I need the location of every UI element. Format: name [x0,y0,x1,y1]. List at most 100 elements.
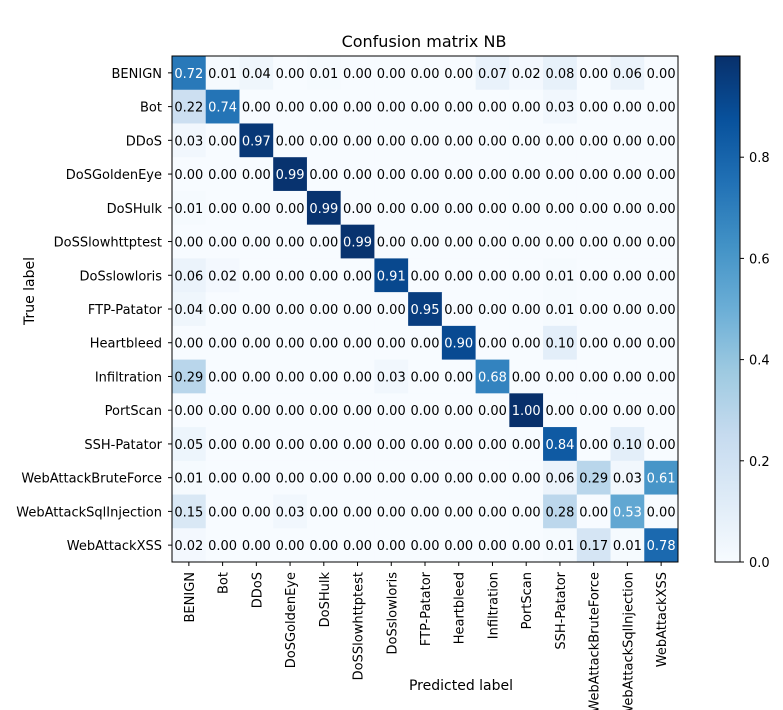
cell-value-label: 0.06 [545,472,574,487]
heatmap-cell [543,89,578,124]
heatmap-cell [340,325,375,361]
cell-value-label: 0.00 [613,269,642,284]
heatmap-cell [374,427,409,462]
cell-value-label: 0.90 [444,337,473,352]
cell-value-label: 0.00 [512,134,541,149]
cell-value-label: 0.00 [647,438,676,453]
heatmap-cell [441,427,477,462]
cell-value-label: 0.00 [208,438,237,453]
cell-value-label: 0.00 [579,370,608,385]
cell-value-label: 0.00 [276,370,305,385]
heatmap-cell [644,494,679,529]
cell-value-label: 0.00 [647,269,676,284]
heatmap-cell [441,460,477,496]
cell-value-label: 0.00 [647,67,676,82]
cell-value-label: 0.00 [242,269,271,284]
cell-value-label: 0.03 [276,505,305,520]
y-tick-label: PortScan [105,404,162,419]
heatmap-cell [408,56,443,91]
cell-value-label: 0.00 [242,404,271,419]
heatmap-cell [610,460,645,496]
cell-value-label: 0.00 [309,269,338,284]
cell-value-label: 0.00 [478,168,507,183]
cell-value-label: 0.00 [309,472,338,487]
cell-value-label: 0.00 [208,404,237,419]
heatmap-cell [610,494,645,529]
x-tick-label: DoSHulk [318,572,333,628]
cell-value-label: 0.00 [377,303,406,318]
cell-value-label: 0.00 [613,370,642,385]
cell-value-label: 0.00 [208,202,237,217]
cell-value-label: 0.00 [377,472,406,487]
heatmap-cell [576,123,612,158]
heatmap-cell [306,460,342,496]
heatmap-cell [509,292,544,327]
heatmap-cell [509,89,544,124]
cell-value-label: 0.68 [478,370,507,385]
cell-value-label: 0.00 [478,236,507,251]
cell-value-label: 0.00 [512,202,541,217]
heatmap-cell [408,427,443,462]
cell-value-label: 0.00 [444,236,473,251]
heatmap-cell [273,460,308,496]
cell-value-label: 0.00 [242,202,271,217]
cell-value-label: 0.00 [276,303,305,318]
cell-value-label: 0.00 [512,472,541,487]
cell-value-label: 0.72 [174,67,203,82]
heatmap-cell [475,56,510,91]
heatmap-cell [273,89,308,124]
cell-value-label: 0.00 [411,472,440,487]
cell-value-label: 0.00 [174,404,203,419]
heatmap-cell [441,393,477,428]
cell-value-label: 0.00 [545,134,574,149]
cell-value-label: 0.03 [174,134,203,149]
heatmap-cell [475,460,510,496]
heatmap-cell [441,56,477,91]
cell-value-label: 0.00 [478,472,507,487]
cell-value-label: 0.00 [377,539,406,554]
heatmap-cell [644,56,679,91]
cell-value-label: 0.00 [647,303,676,318]
heatmap-cell [610,359,645,394]
heatmap-cell [475,528,510,563]
heatmap-cell [172,224,207,259]
colorbar-tick-label: 0.2 [749,455,770,470]
cell-value-label: 0.00 [579,236,608,251]
heatmap-cell [408,258,443,293]
cell-value-label: 0.00 [377,505,406,520]
heatmap-cell [273,56,308,91]
heatmap-cell [340,224,375,259]
heatmap-cell [205,190,240,226]
heatmap-cell [509,427,544,462]
cell-value-label: 0.00 [478,269,507,284]
heatmap-cell [205,157,240,192]
heatmap-cell [205,460,240,496]
x-tick-label: Bot [217,572,232,594]
cell-value-label: 0.00 [276,134,305,149]
cell-value-label: 0.00 [309,438,338,453]
heatmap-cell [239,325,274,361]
cell-value-label: 0.00 [613,101,642,116]
heatmap-cell [239,528,274,563]
cell-value-label: 0.00 [512,303,541,318]
heatmap-cell [172,325,207,361]
heatmap-cell [172,528,207,563]
heatmap-cell [306,528,342,563]
heatmap-cell [509,359,544,394]
cell-value-label: 0.00 [343,438,372,453]
cell-value-label: 0.00 [309,404,338,419]
heatmap-cell [576,427,612,462]
heatmap-cell [475,393,510,428]
cell-value-label: 0.00 [309,370,338,385]
x-tick-label: DoSSlowhttptest [352,572,367,680]
cell-value-label: 0.00 [579,134,608,149]
heatmap-cell [205,258,240,293]
heatmap-cell [306,56,342,91]
cell-value-label: 0.00 [343,303,372,318]
cell-value-label: 0.00 [208,539,237,554]
cell-value-label: 0.00 [411,236,440,251]
heatmap-cell [475,157,510,192]
cell-value-label: 0.00 [309,337,338,352]
heatmap-cell [475,190,510,226]
cell-value-label: 0.00 [545,236,574,251]
